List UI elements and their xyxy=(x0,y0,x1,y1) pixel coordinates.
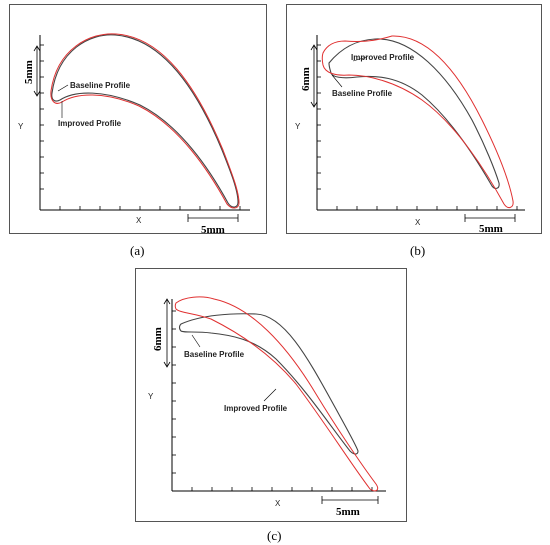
panel-a-y-ticks xyxy=(40,44,44,190)
panel-c-vscale-label: 6mm xyxy=(152,327,164,351)
panel-b-hscale-label: 5mm xyxy=(479,223,503,233)
panel-a-baseline-profile xyxy=(51,34,239,208)
panel-a-y-label: Y xyxy=(18,122,24,131)
panel-c: Baseline Profile Improved Profile 6mm Y … xyxy=(135,268,407,522)
panel-a-improved-profile xyxy=(50,33,240,209)
panel-c-label-2: Improved Profile xyxy=(224,404,288,413)
panel-c-x-label: X xyxy=(275,499,281,508)
panel-a-label-1: Baseline Profile xyxy=(70,81,131,90)
panel-c-label-1: Baseline Profile xyxy=(184,350,245,359)
panel-c-baseline-profile xyxy=(178,313,359,455)
panel-b-leader-1 xyxy=(352,56,368,62)
panel-b-vscale-arrows xyxy=(310,44,318,108)
panel-b-baseline-profile xyxy=(328,38,500,189)
panel-b-x-label: X xyxy=(415,218,421,227)
panel-a-figure: Baseline Profile Improved Profile 5mm Y … xyxy=(18,33,250,233)
panel-b-y-ticks xyxy=(317,44,321,190)
panel-b-label-2: Baseline Profile xyxy=(332,89,393,98)
panel-b-y-label: Y xyxy=(295,122,301,131)
panel-b-leader-2 xyxy=(331,74,343,88)
panel-b-label-1: Improved Profile xyxy=(351,53,415,62)
panel-a-x-label: X xyxy=(136,216,142,225)
panel-b-x-ticks xyxy=(336,206,518,210)
panel-c-x-ticks xyxy=(191,487,373,491)
panel-c-figure: Baseline Profile Improved Profile 6mm Y … xyxy=(148,296,386,518)
caption-c: (c) xyxy=(267,528,282,543)
panel-b-figure: Improved Profile Baseline Profile 6mm Y … xyxy=(295,35,525,233)
panel-a: Baseline Profile Improved Profile 5mm Y … xyxy=(9,4,267,234)
panel-a-vscale-label: 5mm xyxy=(23,60,35,84)
panel-c-y-ticks xyxy=(172,310,176,474)
panel-c-improved-profile xyxy=(174,296,379,492)
panel-b-vscale-label: 6mm xyxy=(300,67,312,91)
panel-a-vscale-arrows xyxy=(33,45,41,97)
panel-c-vscale-arrows xyxy=(163,298,171,368)
panel-a-label-2: Improved Profile xyxy=(58,119,122,128)
panel-c-hscale-label: 5mm xyxy=(336,506,360,518)
panel-c-leader-1 xyxy=(191,334,201,348)
panel-b-improved-profile xyxy=(321,35,514,209)
caption-a: (a) xyxy=(130,243,145,258)
panel-b: Improved Profile Baseline Profile 6mm Y … xyxy=(286,4,542,234)
panel-a-leader-1 xyxy=(57,84,69,92)
caption-b: (b) xyxy=(410,243,426,258)
panel-a-hscale-label: 5mm xyxy=(201,224,225,233)
panel-c-leader-2 xyxy=(263,388,277,402)
panel-c-y-label: Y xyxy=(148,392,154,401)
panel-a-x-ticks xyxy=(59,206,241,210)
